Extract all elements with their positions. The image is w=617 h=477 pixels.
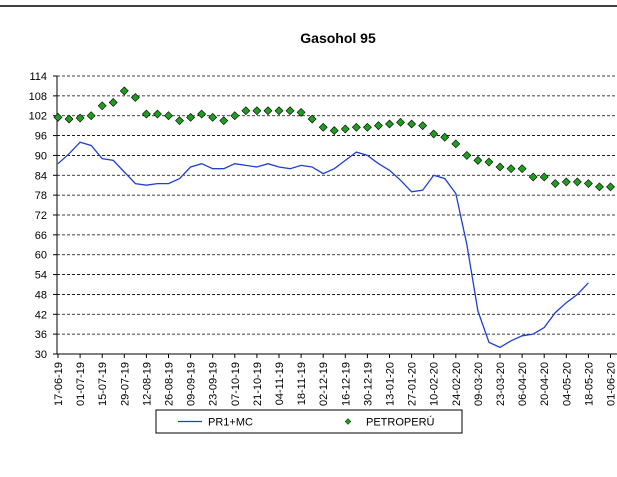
data-point [75,113,85,123]
x-tick-label: 12-08-19 [141,362,153,406]
x-tick-label: 01-07-19 [75,362,87,406]
x-tick-label: 09-09-19 [186,362,198,406]
data-point [285,106,295,116]
y-tick-label: 90 [35,150,47,162]
x-tick-label: 07-10-19 [230,362,242,406]
data-point [186,112,196,122]
data-point [539,172,549,182]
data-point [329,126,339,136]
data-point [440,132,450,142]
data-point [197,109,207,119]
x-tick-label: 23-09-19 [208,362,220,406]
x-tick-label: 29-07-19 [119,362,131,406]
x-tick-label: 23-03-20 [495,362,507,406]
x-tick-label: 16-12-19 [340,362,352,406]
data-point [97,101,107,111]
y-tick-label: 84 [35,170,47,182]
data-point [495,162,505,172]
x-tick-label: 15-07-19 [97,362,109,406]
data-point [86,111,96,121]
data-point [418,121,428,131]
data-point [164,111,173,121]
data-point [307,114,317,124]
x-tick-label: 09-03-20 [473,362,485,406]
x-tick-label: 26-08-19 [164,362,176,406]
data-point [296,107,306,117]
data-point [252,106,262,116]
data-point [451,139,461,149]
x-tick-label: 06-04-20 [517,362,529,406]
data-point [572,177,582,187]
data-point [274,106,284,116]
chart-title: Gasohol 95 [300,30,376,46]
x-tick-label: 30-12-19 [362,362,374,406]
y-tick-label: 48 [35,289,47,301]
x-tick-label: 04-11-19 [274,362,286,405]
y-tick-label: 42 [35,309,47,321]
x-tick-label: 17-06-19 [53,362,65,406]
y-tick-label: 108 [29,91,47,103]
y-tick-label: 54 [35,270,47,282]
x-tick-label: 20-04-20 [539,362,551,406]
data-point [318,122,328,132]
x-tick-label: 27-01-20 [407,362,419,406]
y-tick-label: 96 [35,131,47,143]
data-point [53,112,63,122]
x-tick-label: 10-02-20 [429,362,441,406]
legend-label: PR1+MC [208,417,253,429]
data-point [517,164,527,174]
data-point [230,111,240,121]
y-tick-label: 78 [35,190,47,202]
y-tick-label: 72 [35,210,47,222]
data-point [141,109,151,119]
y-tick-label: 30 [35,349,47,361]
data-point [462,151,472,160]
data-point [396,117,405,127]
x-tick-label: 24-02-20 [451,362,463,406]
x-tick-label: 04-05-20 [561,362,573,406]
data-point [484,157,494,167]
data-point [208,112,218,122]
data-point [473,155,483,165]
data-point [340,124,350,134]
data-point [219,116,229,126]
data-point [64,114,74,124]
legend-label: PETROPERÚ [366,416,435,429]
y-tick-label: 102 [29,111,47,123]
data-point [385,119,394,129]
y-tick-label: 114 [29,71,47,83]
data-point [407,119,417,129]
data-point [153,109,162,119]
data-point [108,98,118,107]
data-point [550,179,560,188]
data-point [561,177,571,187]
data-point [175,116,184,126]
x-tick-label: 01-06-20 [606,362,617,406]
y-tick-label: 66 [35,230,47,242]
data-point [528,172,538,182]
data-point [595,182,604,192]
data-point [429,129,439,139]
data-point [362,122,372,132]
data-point [606,182,615,192]
data-point [351,122,361,132]
data-point [119,86,129,96]
data-point [130,93,140,102]
x-tick-label: 02-12-19 [318,362,330,406]
x-tick-label: 18-11-19 [296,362,308,405]
legend-swatch [344,418,352,425]
y-tick-label: 36 [35,329,47,341]
data-point [506,164,516,174]
data-point [583,179,593,188]
x-tick-label: 21-10-19 [252,362,264,406]
y-tick-label: 60 [35,250,47,262]
data-point [241,106,251,116]
data-point [263,106,273,116]
x-tick-label: 13-01-20 [385,362,397,406]
series-line [57,141,589,349]
x-tick-label: 18-05-20 [583,362,595,406]
legend [155,409,463,434]
data-point [374,121,383,131]
